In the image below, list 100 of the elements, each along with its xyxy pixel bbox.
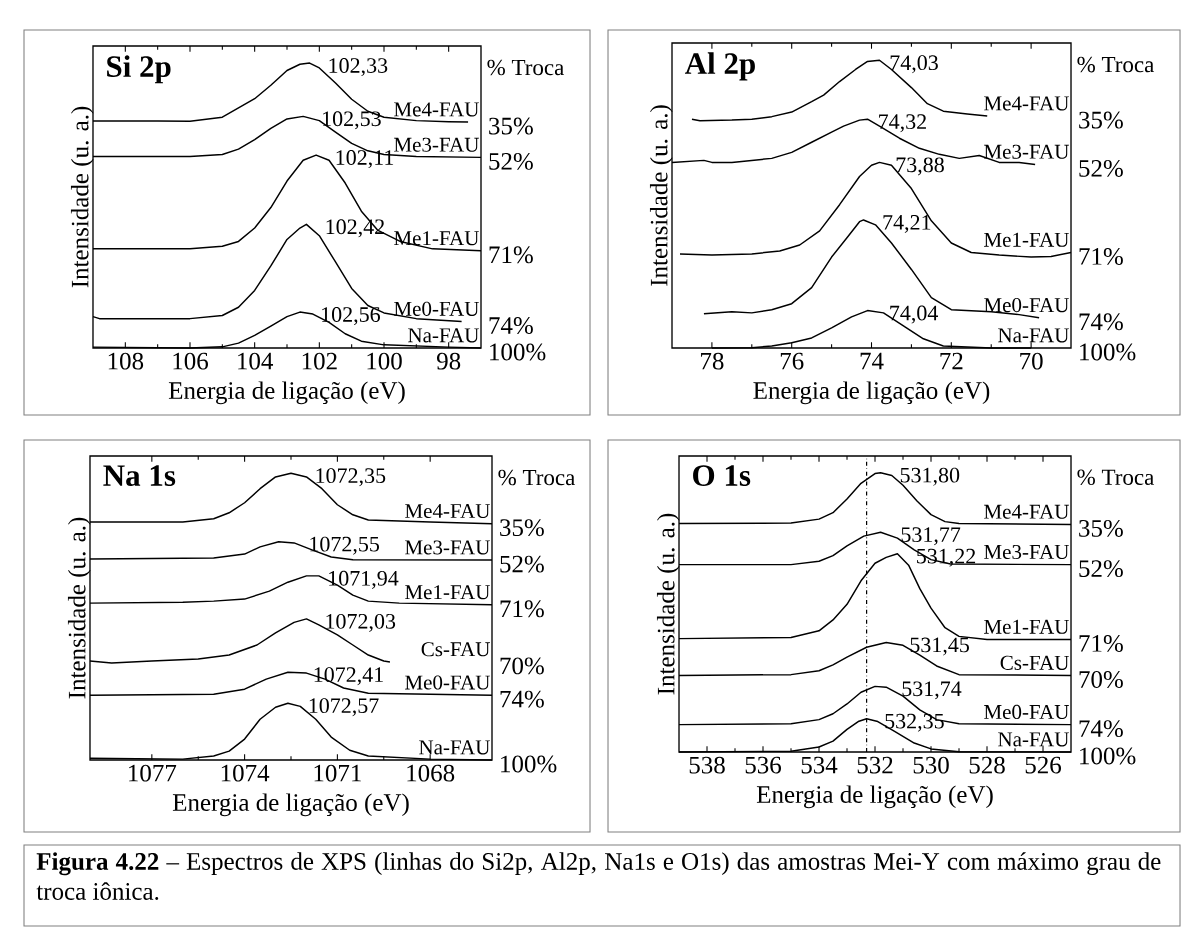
x-tick-label: 102 [302, 352, 337, 370]
text: 35% [500, 519, 544, 537]
y-axis-title: Intensidade (u. a.) [70, 106, 94, 288]
text: 52% [1079, 159, 1123, 177]
legend-label: Na-FAU [419, 740, 490, 755]
legend-label: Na-FAU [408, 328, 479, 343]
text: 74% [1079, 313, 1123, 331]
annotation: 73,88 [896, 157, 944, 176]
x-tick-label: 76 [780, 352, 804, 370]
x-tick-label: 530 [913, 756, 949, 774]
text: 71% [489, 246, 533, 264]
text: 100% [490, 343, 546, 361]
annotation: 1072,57 [309, 698, 379, 717]
x-tick-label: 528 [969, 756, 1005, 774]
text: 71% [1079, 634, 1123, 652]
x-tick-label: 108 [108, 352, 144, 370]
chart-title: O 1s [693, 465, 751, 486]
series-label: Me0-FAU [405, 675, 490, 690]
y-axis-title: Intensidade (u. a.) [656, 513, 680, 695]
series-label: Me0-FAU [984, 298, 1069, 313]
text: 52% [500, 555, 544, 573]
text: 100% [1080, 343, 1136, 361]
annotation: 1072,55 [310, 536, 380, 555]
series-label: Me1-FAU [405, 585, 490, 600]
annotation: 102,33 [329, 58, 388, 77]
annotation: 532,35 [885, 713, 944, 732]
x-tick-label: 538 [689, 756, 725, 774]
chart-title: Na 1s [103, 465, 176, 487]
text: 70% [1079, 671, 1123, 688]
text: 52% [1079, 560, 1123, 578]
text: % Troca [487, 59, 565, 76]
text: Figura 4.22 – Espectros de XPS (linhas do Si2p, Al2p, Na1s e O1s) das amostras Mei-Y com máximo grau de troca iônica. [36, 852, 1161, 900]
annotation: 531,45 [910, 637, 969, 656]
x-tick-label: 98 [436, 352, 461, 370]
y-axis-title: Intensidade (u. a.) [67, 517, 91, 699]
series-label: Me4-FAU [394, 102, 479, 117]
series-label: Me3-FAU [405, 540, 490, 555]
x-tick-label: 526 [1025, 756, 1062, 774]
x-tick-label: 72 [940, 352, 963, 370]
text: 74% [1079, 720, 1123, 738]
annotation: 102,11 [336, 150, 394, 169]
series-label: Me4-FAU [984, 96, 1069, 111]
annotation: 74,03 [890, 55, 938, 74]
series-label: Cs-FAU [421, 642, 490, 657]
series-label: Me1-FAU [394, 231, 479, 246]
text: 35% [489, 117, 533, 135]
annotation: 1072,41 [314, 667, 383, 686]
series-label: Me0-FAU [984, 704, 1069, 720]
chart-title: Al 2p [684, 52, 755, 81]
text: 52% [489, 152, 533, 170]
series-label: Cs-FAU [1000, 655, 1069, 670]
y-axis-title: Intensidade (u. a.) [649, 105, 673, 286]
x-axis-title: Energia de ligação (eV) [753, 381, 990, 405]
annotation: 1072,35 [316, 468, 386, 487]
annotation: 531,77 [901, 527, 961, 546]
series-label: Me4-FAU [984, 504, 1069, 519]
x-axis-title: Energia de ligação (eV) [756, 785, 993, 809]
x-tick-label: 1071 [314, 764, 361, 782]
x-tick-label: 104 [238, 352, 274, 370]
annotation: 1071,94 [329, 570, 399, 589]
x-tick-label: 532 [857, 756, 893, 774]
text: % Troca [1077, 56, 1155, 73]
text: 35% [1079, 111, 1123, 129]
text: % Troca [1077, 469, 1155, 486]
series-label: Me4-FAU [405, 504, 490, 519]
series-label: Me3-FAU [984, 544, 1069, 560]
x-tick-label: 1074 [221, 764, 270, 782]
text: 35% [1079, 519, 1123, 537]
text: 100% [1080, 747, 1136, 765]
x-axis-title: Energia de ligação (eV) [172, 793, 409, 817]
annotation: 1072,03 [326, 613, 396, 632]
legend-label: Na-FAU [998, 732, 1069, 747]
text: 70% [500, 657, 544, 675]
annotation: 531,74 [902, 681, 962, 700]
text: 100% [501, 755, 557, 773]
annotation: 102,53 [323, 111, 381, 130]
annotation: 74,21 [883, 214, 931, 233]
text: % Troca [498, 469, 576, 486]
annotation: 74,04 [890, 305, 939, 324]
series-label: Me1-FAU [984, 619, 1069, 634]
x-axis-title: Energia de ligação (eV) [168, 381, 405, 405]
series-label: Me1-FAU [984, 232, 1069, 247]
annotation: 102,56 [322, 307, 381, 326]
annotation: 74,32 [879, 114, 926, 133]
x-tick-label: 106 [173, 352, 208, 370]
series-label: Me0-FAU [394, 301, 479, 316]
chart-title: Si 2p [107, 55, 171, 84]
x-tick-label: 536 [745, 756, 782, 774]
annotation: 531,80 [900, 467, 960, 486]
x-tick-label: 74 [860, 352, 884, 370]
legend-label: Na-FAU [998, 328, 1069, 343]
x-tick-label: 1068 [407, 764, 455, 782]
x-tick-label: 70 [1020, 352, 1043, 370]
text: 71% [1079, 247, 1123, 265]
series-label: Me3-FAU [394, 137, 479, 152]
series-label: Me3-FAU [984, 144, 1069, 159]
x-tick-label: 534 [801, 756, 838, 774]
x-tick-label: 100 [367, 352, 402, 370]
text: 74% [489, 317, 533, 334]
x-tick-label: 1077 [129, 764, 177, 782]
